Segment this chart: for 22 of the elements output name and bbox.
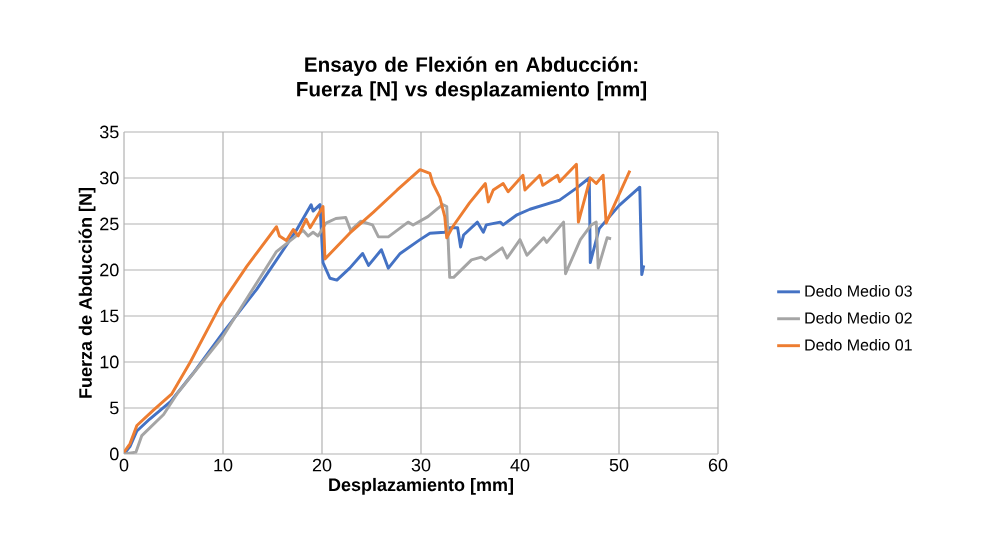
- y-axis-title: Fuerza de Abducción [N]: [78, 188, 96, 398]
- x-tick-label: 50: [609, 458, 629, 472]
- x-axis-title: Desplazamiento [mm]: [329, 477, 513, 495]
- y-tick-label: 20: [100, 263, 119, 277]
- y-tick-label: 10: [100, 355, 119, 369]
- line-series: [124, 203, 613, 454]
- x-tick-label: 40: [510, 458, 530, 472]
- legend-label: Dedo Medio 01: [805, 338, 912, 351]
- x-tick-label: 20: [312, 458, 332, 472]
- y-tick-label: 30: [99, 171, 119, 185]
- y-tick-label: 0: [110, 447, 119, 461]
- legend-label: Dedo Medio 02: [805, 311, 912, 324]
- x-tick-label: 60: [708, 458, 728, 472]
- y-tick-label: 15: [100, 309, 119, 323]
- x-tick-label: 0: [119, 458, 129, 472]
- chart-title: Ensayo de Flexión en Abducción: Fuerza [N] vs desplazamiento [mm]: [297, 56, 647, 101]
- y-tick-label: 35: [99, 125, 119, 139]
- y-tick-label: 25: [100, 217, 119, 231]
- y-tick-label: 5: [110, 401, 119, 415]
- legend-label: Dedo Medio 03: [805, 285, 912, 297]
- x-tick-label: 10: [214, 458, 233, 472]
- x-tick-label: 30: [411, 458, 431, 472]
